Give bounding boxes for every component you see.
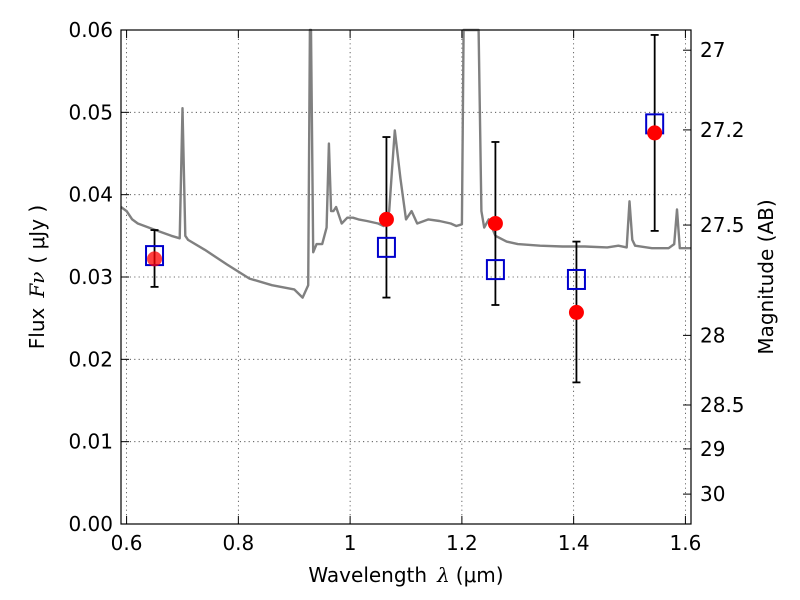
observed-flux-point — [487, 215, 503, 231]
observed-flux-points — [147, 125, 663, 320]
y2-tick-label: 27.2 — [700, 118, 745, 142]
y-tick-label: 0.06 — [68, 18, 113, 42]
y-tick-label: 0.02 — [68, 347, 113, 371]
x-tick-labels: 0.6 0.8 1 1.2 1.4 1.6 — [111, 531, 702, 555]
y-axis-label: Flux Fν ( μJy ) — [25, 205, 49, 349]
y-axis-label-symbol: Fν — [25, 272, 49, 299]
y-tick-label: 0.01 — [68, 430, 113, 454]
x-tick-label: 0.8 — [222, 531, 254, 555]
y-tick-label: 0.00 — [68, 512, 113, 536]
y2-tick-label: 28 — [700, 323, 725, 347]
model-spectrum-line — [120, 28, 691, 299]
y2-tick-label: 27 — [700, 38, 725, 62]
y-axis-label-unit: ( μJy ) — [25, 205, 49, 264]
model-photometry-square — [376, 236, 396, 258]
x-tick-label: 1.4 — [558, 531, 590, 555]
x-tick-label: 1.6 — [670, 531, 702, 555]
y2-tick-label: 30 — [700, 482, 725, 506]
x-tick-label: 1 — [344, 531, 357, 555]
y-axis-label-text: Flux — [25, 307, 49, 349]
x-axis-label-symbol: λ — [436, 563, 450, 587]
y-tick-label: 0.04 — [68, 183, 113, 207]
observed-flux-point — [647, 125, 663, 141]
x-tick-label: 1.2 — [446, 531, 478, 555]
model-photometry-square — [566, 268, 586, 290]
observed-flux-point — [378, 211, 394, 227]
axis-ticks — [121, 29, 691, 525]
grid — [121, 30, 691, 524]
y2-axis-label: Magnitude (AB) — [754, 199, 778, 354]
observed-flux-point — [568, 304, 584, 320]
y2-tick-label: 29 — [700, 437, 725, 461]
y2-tick-label: 27.5 — [700, 213, 745, 237]
x-axis-label-text: Wavelength — [308, 563, 427, 587]
x-tick-label: 0.6 — [111, 531, 143, 555]
y-tick-label: 0.05 — [68, 100, 113, 124]
y2-tick-labels: 27 27.2 27.5 28 28.5 29 30 — [700, 38, 745, 506]
observed-flux-point — [147, 251, 163, 267]
y2-tick-label: 28.5 — [700, 393, 745, 417]
y-tick-labels: 0.00 0.01 0.02 0.03 0.04 0.05 0.06 — [68, 18, 113, 536]
x-axis-label: Wavelength λ (μm) — [308, 563, 503, 587]
y-tick-label: 0.03 — [68, 265, 113, 289]
model-photometry-square — [485, 259, 505, 281]
x-axis-label-unit: (μm) — [456, 563, 504, 587]
